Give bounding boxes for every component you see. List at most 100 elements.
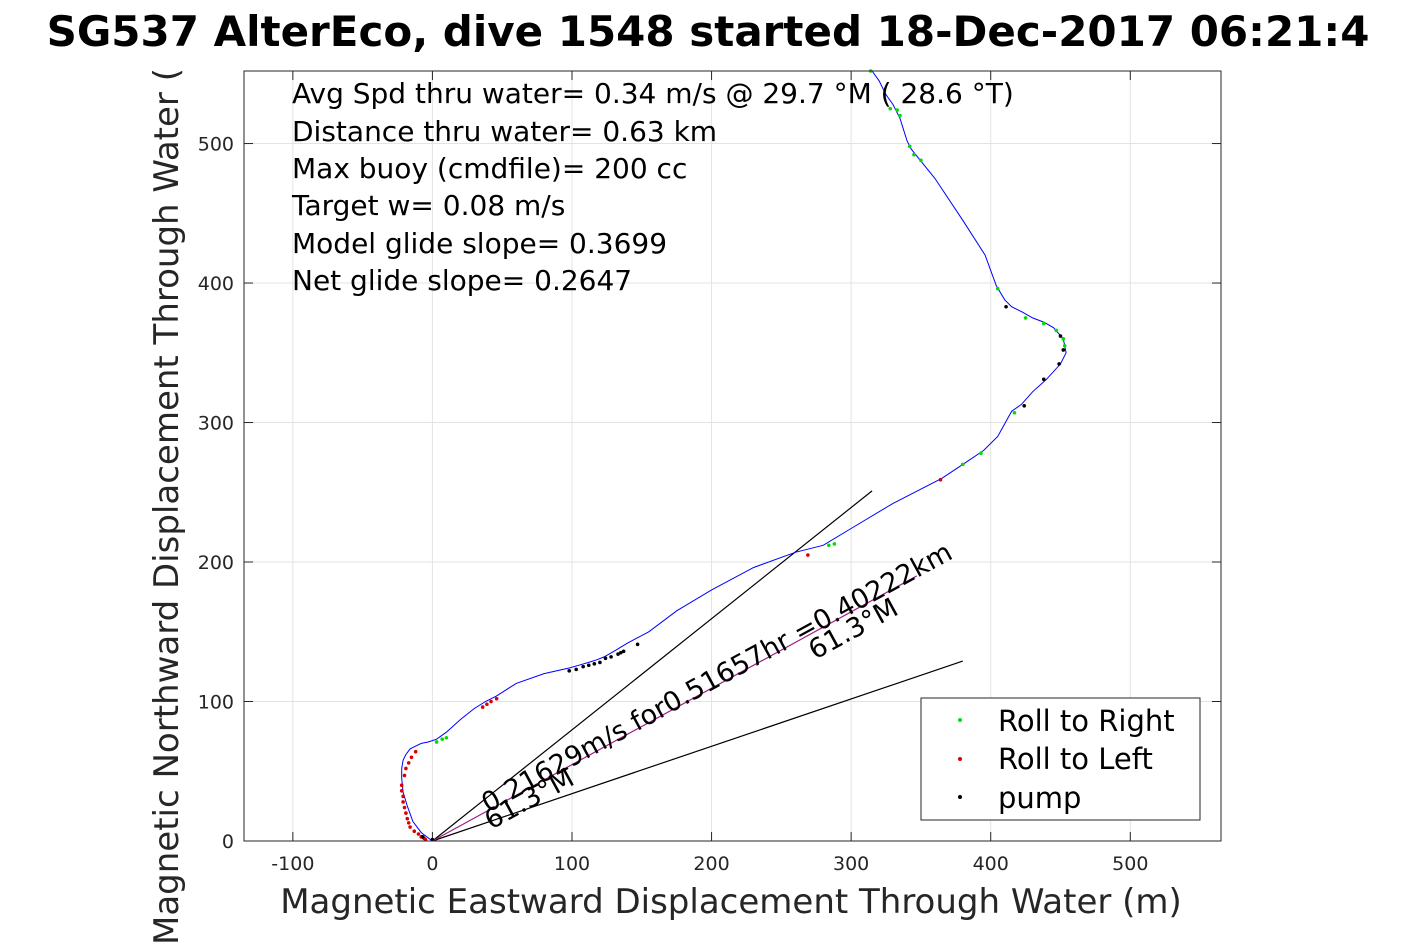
marker-roll-to-left <box>406 821 411 825</box>
x-tick-label: 500 <box>1112 853 1148 875</box>
marker-roll-to-right <box>1041 321 1046 326</box>
marker-roll-to-left <box>404 766 408 771</box>
marker-roll-to-right <box>1023 316 1028 320</box>
marker-pump <box>1004 304 1008 309</box>
y-tick-label: 100 <box>198 692 234 714</box>
x-tick-label: 400 <box>973 853 1009 875</box>
marker-pump <box>1022 403 1027 408</box>
marker-roll-to-left <box>485 702 489 707</box>
marker-pump <box>592 662 597 666</box>
marker-pump <box>581 664 585 669</box>
marker-pump <box>420 835 425 839</box>
marker-roll-to-right <box>440 737 444 741</box>
marker-pump <box>567 669 572 673</box>
info-target-w: Target w= 0.08 m/s <box>291 189 565 222</box>
x-tick-label: 200 <box>693 853 729 875</box>
marker-roll-to-right <box>919 158 923 163</box>
marker-roll-to-left <box>401 800 405 804</box>
marker-pump <box>1041 377 1046 382</box>
marker-roll-to-right <box>1062 344 1067 348</box>
marker-pump <box>616 652 620 656</box>
marker-roll-to-left <box>480 705 485 709</box>
marker-roll-to-right <box>1054 328 1059 333</box>
x-tick-label: -100 <box>271 853 314 875</box>
marker-roll-to-right <box>888 106 893 111</box>
marker-roll-to-left <box>402 773 407 778</box>
marker-roll-to-left <box>404 811 408 815</box>
marker-roll-to-left <box>406 761 411 765</box>
dive-track-line <box>401 70 1067 842</box>
marker-roll-to-right <box>912 152 916 157</box>
marker-pump <box>1058 334 1063 338</box>
chart-legend: Roll to Right Roll to Left pump <box>920 697 1201 821</box>
marker-pump <box>619 650 623 655</box>
info-max-buoy: Max buoy (cmdfile)= 200 cc <box>292 152 687 185</box>
net-vector <box>432 575 918 842</box>
track-markers <box>399 69 1067 842</box>
x-tick-label: 300 <box>833 853 869 875</box>
y-tick-label: 300 <box>198 413 234 435</box>
plot-frame <box>243 70 1222 842</box>
marker-roll-to-right <box>1012 410 1017 415</box>
marker-roll-to-right <box>995 286 1000 291</box>
glide-vector <box>432 490 873 842</box>
y-tick-label: 400 <box>198 273 234 295</box>
chart-title: SG537 AlterEco, dive 1548 started 18-Dec… <box>47 7 1370 56</box>
marker-roll-to-left <box>806 553 810 557</box>
marker-roll-to-right <box>907 144 912 149</box>
marker-roll-to-right <box>444 735 449 740</box>
marker-roll-to-left <box>402 805 407 810</box>
marker-roll-to-right <box>832 542 837 546</box>
y-tick-label: 200 <box>198 552 234 574</box>
info-avg-speed: Avg Spd thru water= 0.34 m/s @ 29.7 °M (… <box>292 77 1014 110</box>
marker-pump <box>609 655 613 659</box>
marker-roll-to-right <box>895 108 899 112</box>
marker-roll-to-right <box>960 462 965 467</box>
dive-track <box>401 70 1067 842</box>
marker-roll-to-right <box>979 451 983 456</box>
marker-roll-to-left <box>416 832 421 836</box>
current-vector <box>432 660 963 842</box>
info-model-glide-slope: Model glide slope= 0.3699 <box>292 227 667 260</box>
marker-roll-to-left <box>399 783 404 788</box>
marker-roll-to-right <box>898 113 902 118</box>
y-axis-label: Magnetic Northward Displacement Through … <box>147 68 187 945</box>
legend-label-roll-right: Roll to Right <box>998 704 1175 738</box>
info-text-block: Avg Spd thru water= 0.34 m/s @ 29.7 °M (… <box>291 77 1014 297</box>
marker-pump <box>621 649 626 654</box>
marker-roll-to-left <box>408 825 412 829</box>
marker-roll-to-left <box>494 696 499 701</box>
marker-roll-to-right <box>434 740 439 744</box>
marker-roll-to-right <box>1061 337 1066 341</box>
marker-pump <box>635 642 640 647</box>
legend-label-pump: pump <box>998 781 1081 815</box>
marker-pump <box>574 667 578 672</box>
marker-roll-to-left <box>409 755 414 760</box>
marker-roll-to-left <box>413 749 418 754</box>
marker-roll-to-right <box>827 543 831 548</box>
info-distance: Distance thru water= 0.63 km <box>292 115 717 148</box>
marker-pump <box>586 663 591 668</box>
marker-pump <box>603 656 608 661</box>
x-tick-label: 100 <box>554 853 590 875</box>
legend-marker-pump <box>958 795 962 799</box>
legend-box <box>920 697 1201 821</box>
marker-roll-to-left <box>938 477 943 482</box>
info-net-glide-slope: Net glide slope= 0.2647 <box>292 264 632 297</box>
x-tick-label: 0 <box>426 853 438 875</box>
marker-pump <box>1057 362 1061 366</box>
legend-marker-roll-right <box>958 718 962 722</box>
marker-pump <box>598 660 602 665</box>
y-tick-label: 500 <box>198 134 234 156</box>
marker-roll-to-left <box>489 699 493 704</box>
x-axis-label: Magnetic Eastward Displacement Through W… <box>280 882 1182 922</box>
legend-marker-roll-left <box>958 757 962 761</box>
marker-roll-to-left <box>412 829 417 834</box>
marker-pump <box>1061 348 1066 352</box>
vector-lines <box>432 490 963 842</box>
marker-roll-to-left <box>401 794 405 799</box>
legend-label-roll-left: Roll to Left <box>998 742 1153 776</box>
y-tick-label: 0 <box>222 831 234 853</box>
axis-ticks: -100 0 100 200 300 400 500 0 100 200 300 400 500 <box>198 71 1221 875</box>
